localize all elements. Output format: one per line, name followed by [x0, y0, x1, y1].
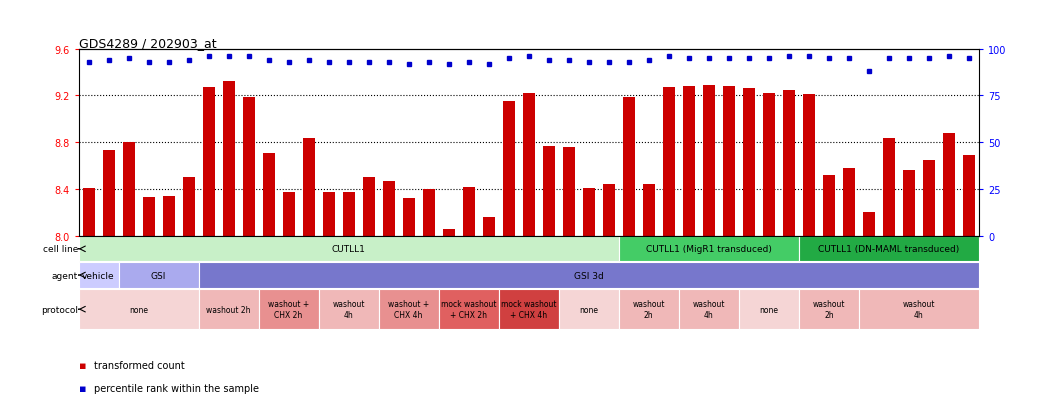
Bar — [739, 289, 799, 330]
Text: ▪: ▪ — [79, 361, 86, 370]
Bar — [883, 138, 895, 236]
Bar — [342, 193, 355, 236]
Text: washout
4h: washout 4h — [903, 300, 935, 319]
Text: CUTLL1: CUTLL1 — [332, 245, 365, 254]
Text: none: none — [579, 305, 598, 314]
Text: protocol: protocol — [41, 305, 79, 314]
Bar — [182, 178, 195, 236]
Bar — [79, 237, 619, 262]
Bar — [863, 213, 875, 236]
Bar — [243, 97, 254, 236]
Bar — [199, 263, 979, 288]
Bar — [423, 190, 435, 236]
Bar — [803, 95, 815, 236]
Text: none: none — [129, 305, 148, 314]
Text: mock washout
+ CHX 4h: mock washout + CHX 4h — [500, 300, 557, 319]
Bar — [678, 289, 739, 330]
Bar — [318, 289, 379, 330]
Bar — [259, 289, 318, 330]
Bar — [263, 153, 274, 236]
Bar — [799, 289, 859, 330]
Bar — [303, 138, 315, 236]
Text: washout
2h: washout 2h — [632, 300, 665, 319]
Bar — [603, 185, 615, 236]
Bar — [722, 87, 735, 236]
Bar — [542, 146, 555, 236]
Text: vehicle: vehicle — [83, 271, 115, 280]
Text: percentile rank within the sample: percentile rank within the sample — [94, 383, 260, 393]
Bar — [859, 289, 979, 330]
Bar — [142, 198, 155, 236]
Bar — [322, 193, 335, 236]
Bar — [362, 178, 375, 236]
Bar — [199, 289, 259, 330]
Bar — [703, 86, 715, 236]
Text: GSI: GSI — [151, 271, 166, 280]
Text: ▪: ▪ — [79, 383, 86, 393]
Bar — [843, 169, 855, 236]
Bar — [379, 289, 439, 330]
Bar — [963, 156, 975, 236]
Bar — [559, 289, 619, 330]
Bar — [522, 94, 535, 236]
Bar — [83, 188, 94, 236]
Text: washout
4h: washout 4h — [692, 300, 726, 319]
Bar — [799, 237, 979, 262]
Bar — [922, 160, 935, 236]
Bar — [619, 237, 799, 262]
Text: CUTLL1 (DN-MAML transduced): CUTLL1 (DN-MAML transduced) — [819, 245, 959, 254]
Bar — [823, 176, 834, 236]
Bar — [403, 199, 415, 236]
Bar — [783, 90, 795, 236]
Bar — [683, 87, 695, 236]
Bar — [118, 263, 199, 288]
Bar — [223, 82, 235, 236]
Bar — [483, 218, 495, 236]
Bar — [202, 88, 215, 236]
Bar — [463, 187, 474, 236]
Bar — [439, 289, 498, 330]
Bar — [583, 188, 595, 236]
Bar — [742, 89, 755, 236]
Text: transformed count: transformed count — [94, 361, 185, 370]
Text: washout 2h: washout 2h — [206, 305, 251, 314]
Text: washout
2h: washout 2h — [812, 300, 845, 319]
Bar — [562, 147, 575, 236]
Bar — [443, 229, 454, 236]
Bar — [903, 171, 915, 236]
Text: GDS4289 / 202903_at: GDS4289 / 202903_at — [79, 37, 216, 50]
Text: mock washout
+ CHX 2h: mock washout + CHX 2h — [441, 300, 496, 319]
Bar — [162, 197, 175, 236]
Bar — [623, 97, 634, 236]
Bar — [103, 151, 114, 236]
Text: washout +
CHX 2h: washout + CHX 2h — [268, 300, 309, 319]
Bar — [122, 143, 135, 236]
Bar — [79, 289, 199, 330]
Bar — [79, 263, 118, 288]
Bar — [382, 181, 395, 236]
Text: washout
4h: washout 4h — [332, 300, 365, 319]
Text: none: none — [759, 305, 778, 314]
Text: cell line: cell line — [43, 245, 79, 254]
Bar — [663, 88, 675, 236]
Bar — [643, 185, 654, 236]
Bar — [498, 289, 559, 330]
Text: agent: agent — [52, 271, 79, 280]
Text: CUTLL1 (MigR1 transduced): CUTLL1 (MigR1 transduced) — [646, 245, 772, 254]
Bar — [943, 133, 955, 236]
Bar — [619, 289, 678, 330]
Text: GSI 3d: GSI 3d — [574, 271, 604, 280]
Bar — [503, 102, 515, 236]
Text: washout +
CHX 4h: washout + CHX 4h — [388, 300, 429, 319]
Bar — [283, 193, 294, 236]
Bar — [763, 94, 775, 236]
